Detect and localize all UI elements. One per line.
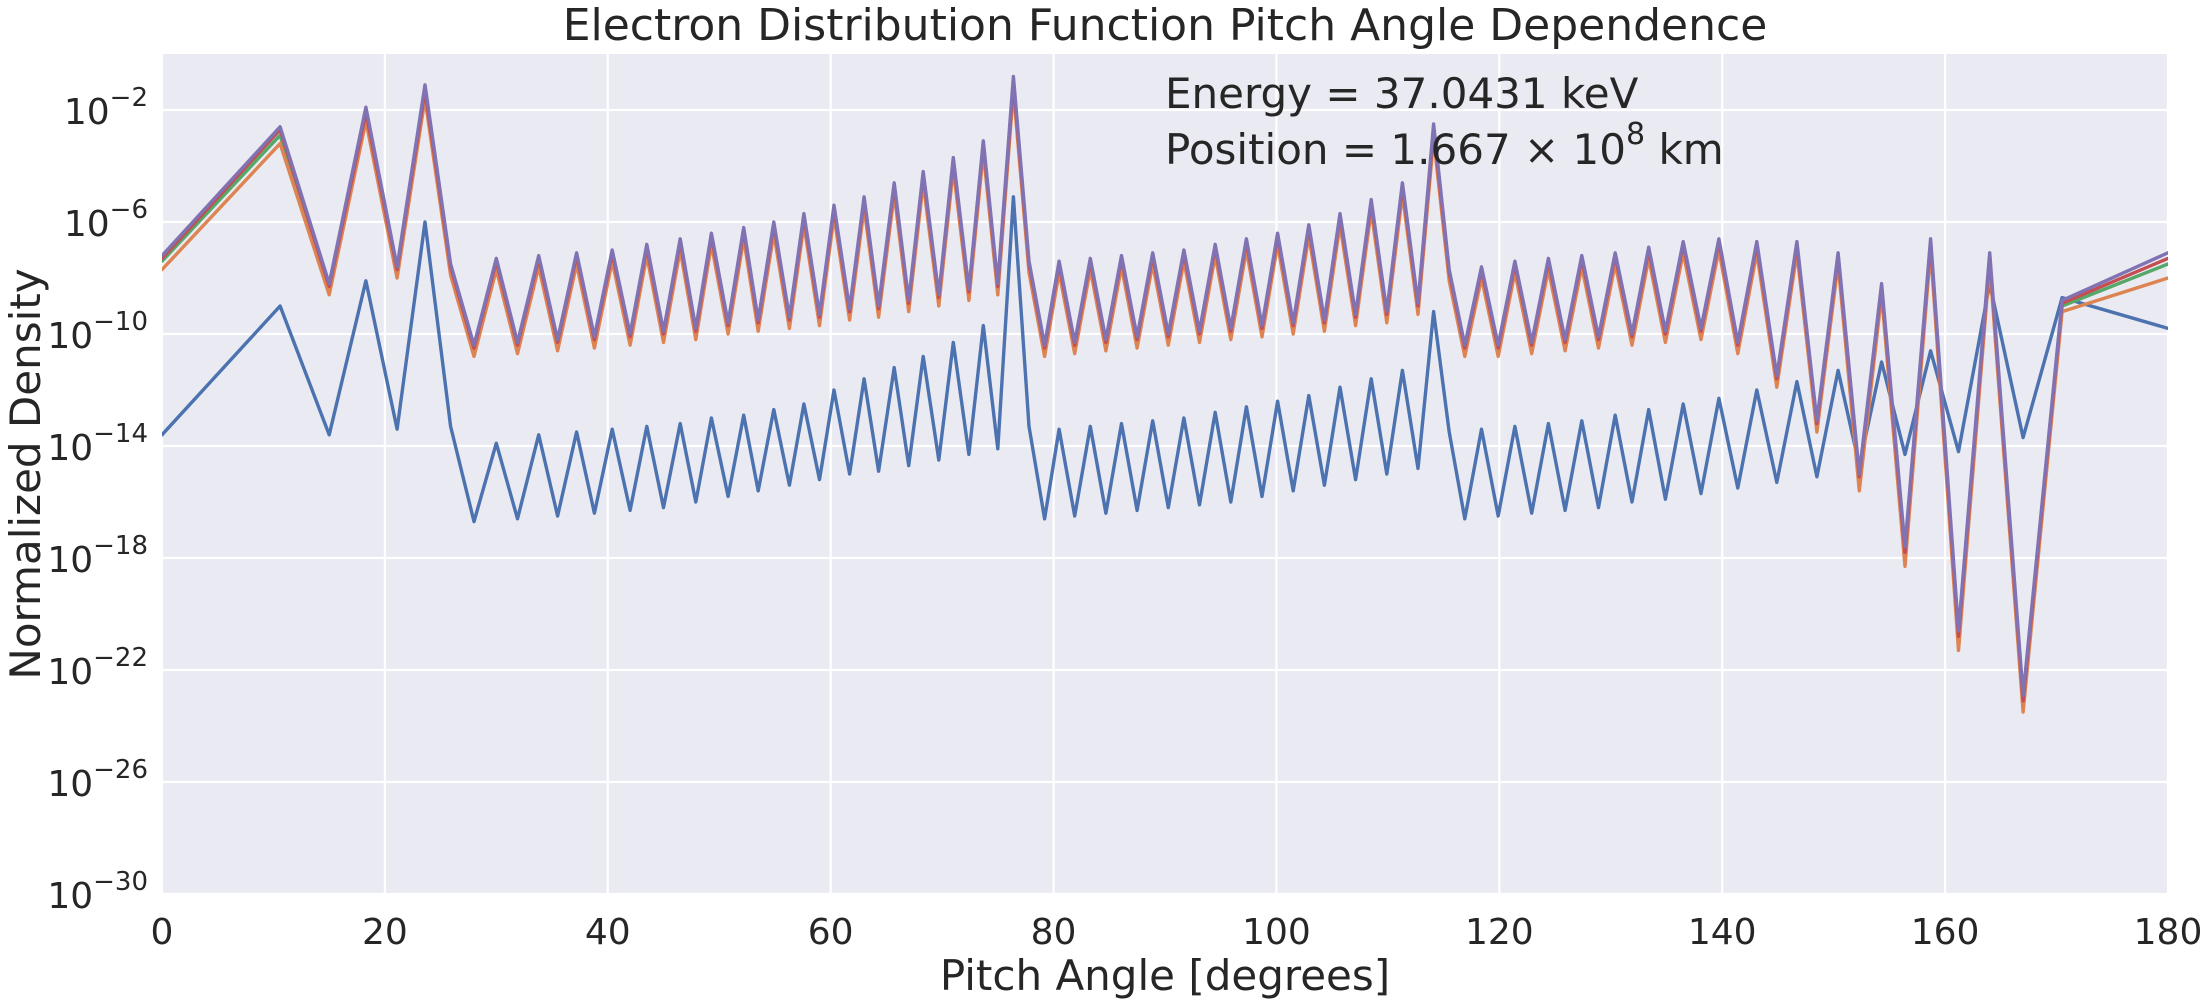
- x-tick-label: 0: [151, 912, 174, 953]
- y-tick-label: 10−2: [64, 83, 148, 133]
- y-tick-exponent: −30: [93, 867, 148, 897]
- y-tick-base: 10: [47, 316, 93, 357]
- chart-title: Electron Distribution Function Pitch Ang…: [563, 0, 1768, 51]
- position-annotation-prefix: Position = 1.667 × 10: [1165, 125, 1626, 174]
- x-tick-label: 140: [1688, 912, 1757, 953]
- x-tick-label: 180: [2134, 912, 2203, 953]
- y-tick-label: 10−26: [47, 755, 148, 805]
- plot-background: [162, 54, 2168, 894]
- y-tick-base: 10: [47, 876, 93, 917]
- x-tick-label: 80: [1031, 912, 1077, 953]
- y-tick-base: 10: [47, 428, 93, 469]
- y-tick-base: 10: [47, 540, 93, 581]
- x-tick-label: 160: [1911, 912, 1980, 953]
- y-tick-label: 10−18: [47, 531, 148, 581]
- y-tick-base: 10: [64, 92, 110, 133]
- y-tick-label: 10−14: [47, 419, 148, 469]
- x-tick-label: 40: [585, 912, 631, 953]
- x-tick-label: 20: [362, 912, 408, 953]
- series-line-5: [162, 74, 2168, 697]
- y-tick-exponent: −22: [93, 643, 148, 673]
- series-line-1: [162, 195, 2168, 524]
- position-annotation: Position = 1.667 × 108 km: [1165, 117, 1724, 174]
- y-tick-exponent: −14: [93, 419, 148, 449]
- y-tick-exponent: −2: [110, 83, 148, 113]
- y-tick-label: 10−6: [64, 195, 148, 245]
- y-axis-label: Normalized Density: [1, 268, 50, 679]
- x-axis-ticks: 0 20 40 60 80 100 120 140 160 180: [151, 912, 2203, 953]
- x-tick-label: 120: [1465, 912, 1534, 953]
- position-annotation-exponent: 8: [1626, 117, 1645, 152]
- y-tick-label: 10−22: [47, 643, 148, 693]
- series-layer: [162, 74, 2168, 714]
- energy-annotation: Energy = 37.0431 keV: [1165, 69, 1639, 118]
- y-tick-exponent: −6: [110, 195, 148, 225]
- position-annotation-suffix: km: [1645, 125, 1724, 174]
- y-tick-exponent: −18: [93, 531, 148, 561]
- y-tick-label: 10−30: [47, 867, 148, 917]
- y-tick-exponent: −10: [93, 307, 148, 337]
- y-tick-exponent: −26: [93, 755, 148, 785]
- y-tick-base: 10: [47, 764, 93, 805]
- y-tick-base: 10: [64, 204, 110, 245]
- x-tick-label: 60: [808, 912, 854, 953]
- x-tick-label: 100: [1242, 912, 1311, 953]
- x-axis-label: Pitch Angle [degrees]: [940, 951, 1390, 1000]
- y-tick-label: 10−10: [47, 307, 148, 357]
- grid: [160, 54, 2170, 896]
- y-tick-base: 10: [47, 652, 93, 693]
